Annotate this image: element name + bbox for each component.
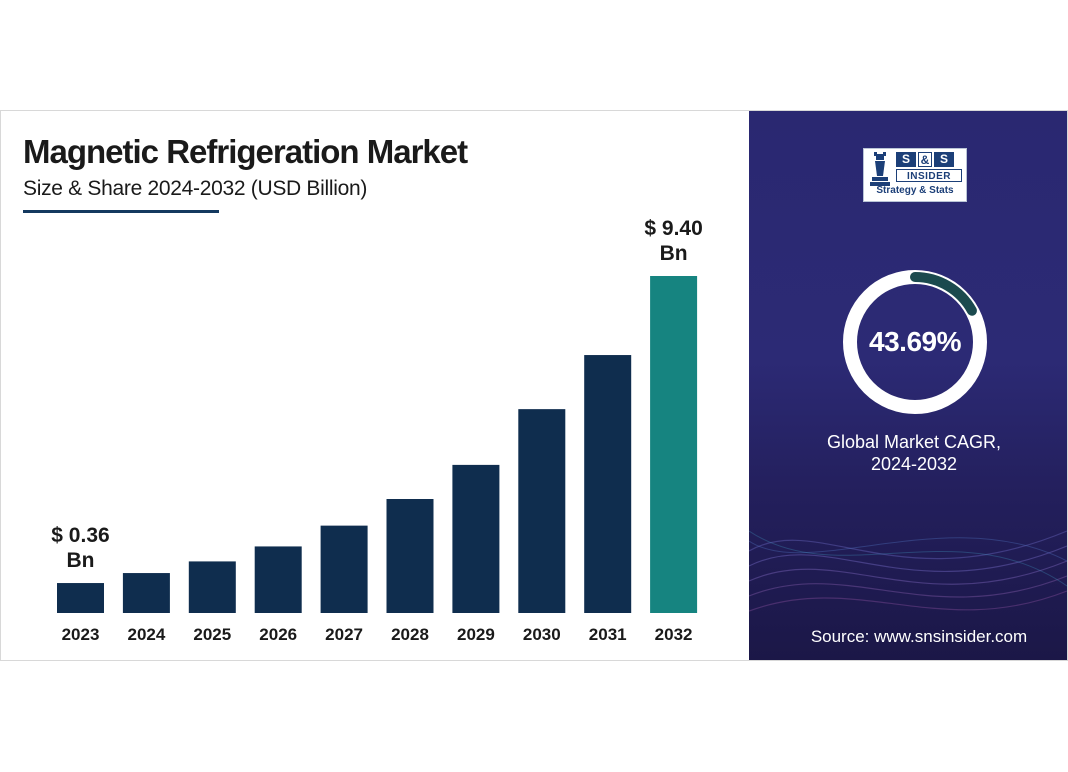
- bar-2024: [122, 573, 170, 613]
- cagr-value: 43.69%: [869, 326, 961, 357]
- logo-letter-s1: S: [896, 152, 916, 167]
- x-tick-label: 2030: [523, 625, 561, 644]
- logo-tagline: Strategy & Stats: [876, 185, 954, 196]
- bar-2028: [386, 499, 434, 613]
- bar-data-label: Bn: [67, 549, 95, 572]
- source-text: Source: www.snsinsider.com: [810, 627, 1028, 646]
- title-underline: [23, 210, 219, 213]
- sns-insider-logo: S & S INSIDER Strategy & Stats: [863, 148, 967, 202]
- cagr-label-line1: Global Market CAGR,: [826, 432, 1002, 452]
- bar-2030: [518, 409, 566, 613]
- x-tick-label: 2024: [127, 625, 165, 644]
- x-tick-label: 2031: [589, 625, 627, 644]
- chess-figure-icon: [870, 152, 890, 186]
- x-tick-label: 2025: [193, 625, 231, 644]
- chart-title: Magnetic Refrigeration Market: [23, 133, 468, 170]
- chart-subtitle: Size & Share 2024-2032 (USD Billion): [23, 177, 368, 200]
- cagr-ring: [843, 270, 987, 414]
- bar-data-label: $ 0.36: [51, 524, 109, 547]
- logo-letter-s2: S: [934, 152, 954, 167]
- x-tick-label: 2026: [259, 625, 297, 644]
- bar-2032: [650, 276, 698, 613]
- logo-ampersand: &: [918, 152, 932, 167]
- chart-panel: Magnetic Refrigeration Market Size & Sha…: [1, 111, 749, 660]
- bar-2029: [452, 464, 500, 613]
- logo-letters: S & S: [896, 152, 954, 167]
- cagr-panel: S & S INSIDER Strategy & Stats 43.69% Gl…: [749, 111, 1067, 660]
- x-tick-label: 2028: [391, 625, 429, 644]
- decorative-waves: [749, 530, 1067, 612]
- bar-data-label: Bn: [660, 242, 688, 265]
- bar-data-label: $ 9.40: [644, 217, 702, 240]
- bar-2025: [188, 561, 236, 613]
- cagr-ring-arc: [910, 272, 977, 316]
- x-tick-label: 2032: [655, 625, 693, 644]
- bar-2027: [320, 525, 368, 613]
- cagr-label-line2: 2024-2032: [870, 454, 958, 474]
- bar-2026: [254, 546, 302, 613]
- logo-word: INSIDER: [896, 169, 962, 182]
- x-tick-label: 2023: [62, 625, 100, 644]
- x-tick-label: 2029: [457, 625, 495, 644]
- cagr-label: Global Market CAGR, 2024-2032: [789, 431, 1039, 475]
- infographic-card: Magnetic Refrigeration Market Size & Sha…: [0, 110, 1068, 661]
- bar-chart: 2023 2024 2025 2026 2027 2028 2029 2030 2031 2032…: [51, 217, 702, 644]
- x-tick-label: 2027: [325, 625, 363, 644]
- bar-2031: [584, 355, 632, 613]
- bar-2023: [57, 583, 104, 613]
